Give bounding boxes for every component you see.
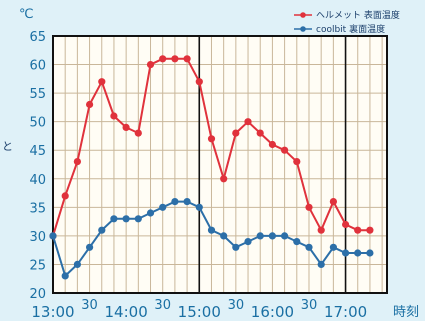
data-point-helmet: [244, 118, 252, 126]
y-tick-label: 20: [29, 287, 46, 302]
data-point-coolbit: [268, 232, 276, 240]
data-point-helmet: [86, 100, 94, 109]
data-point-helmet: [207, 135, 216, 143]
data-point-coolbit: [207, 226, 216, 234]
x-tick-label: 17:00: [324, 303, 367, 321]
data-point-helmet: [110, 112, 118, 120]
x-tick-label: 15:00: [178, 303, 221, 321]
horizontal-gridlines: [53, 64, 387, 265]
y-tick-label: 25: [29, 258, 46, 273]
data-point-helmet: [366, 226, 374, 234]
x-tick-label: 13:00: [31, 303, 74, 321]
data-point-coolbit: [183, 198, 191, 206]
x-tick-label: 14:00: [105, 303, 148, 321]
data-point-helmet: [122, 123, 130, 131]
data-point-coolbit: [232, 243, 240, 251]
data-point-helmet: [317, 226, 325, 234]
data-point-coolbit: [281, 232, 289, 240]
y-unit-label: ℃: [19, 7, 34, 22]
edge-mark-text: と: [2, 140, 13, 153]
data-point-coolbit: [61, 272, 69, 280]
data-point-coolbit: [244, 238, 252, 246]
plot-frame: [52, 35, 388, 294]
legend: ヘルメット 表面温度 coolbit 裏面温度: [294, 9, 400, 35]
data-point-helmet: [329, 198, 337, 206]
series-points: [49, 55, 374, 280]
data-point-helmet: [256, 129, 264, 137]
data-point-coolbit: [317, 260, 325, 268]
y-tick-label: 65: [29, 30, 46, 45]
data-point-helmet: [232, 129, 240, 137]
data-point-coolbit: [305, 243, 313, 251]
x-tick-label: 30: [154, 298, 171, 313]
data-point-helmet: [61, 192, 69, 200]
data-point-coolbit: [293, 238, 301, 246]
y-tick-label: 50: [29, 116, 46, 131]
data-point-coolbit: [86, 243, 94, 251]
data-point-helmet: [268, 140, 276, 149]
data-point-coolbit: [122, 215, 130, 223]
data-point-helmet: [134, 129, 142, 137]
y-tick-label: 35: [29, 201, 46, 216]
data-point-helmet: [281, 146, 289, 154]
y-tick-label: 40: [29, 173, 46, 188]
data-point-helmet: [195, 78, 203, 86]
x-tick-label: 30: [228, 298, 245, 313]
y-tick-label: 60: [29, 59, 46, 74]
data-point-helmet: [220, 175, 228, 183]
data-point-coolbit: [256, 232, 264, 240]
data-point-helmet: [171, 55, 179, 63]
legend-red-dot: [300, 12, 306, 18]
data-point-helmet: [73, 158, 81, 166]
data-point-helmet: [98, 78, 106, 86]
x-axis-ticks: 13:00 30 14:00 30 15:00 30 16:00 30 17:00: [31, 298, 367, 321]
x-unit-label: 時刻: [393, 305, 419, 320]
y-tick-label: 30: [29, 230, 46, 245]
data-point-coolbit: [220, 232, 228, 240]
data-point-helmet: [354, 226, 362, 234]
x-tick-label: 16:00: [251, 303, 294, 321]
data-point-helmet: [342, 220, 350, 229]
data-point-helmet: [146, 61, 155, 69]
data-point-coolbit: [73, 260, 81, 268]
x-tick-label: 30: [301, 298, 318, 313]
legend-blue-label: coolbit 裏面温度: [316, 23, 385, 35]
x-tick-label: 30: [81, 298, 98, 313]
y-tick-label: 45: [29, 144, 46, 159]
legend-red-label: ヘルメット 表面温度: [316, 9, 400, 21]
data-point-coolbit: [329, 243, 337, 251]
data-point-coolbit: [98, 226, 106, 234]
y-tick-label: 55: [29, 87, 46, 102]
y-axis-ticks: 20 25 30 35 40 45 50 55 60 65: [29, 30, 46, 302]
data-point-coolbit: [195, 203, 203, 211]
data-point-helmet: [183, 55, 191, 63]
data-point-helmet: [159, 55, 167, 63]
data-point-coolbit: [49, 232, 57, 240]
data-point-helmet: [293, 158, 301, 166]
data-point-coolbit: [134, 215, 142, 223]
data-point-helmet: [305, 203, 313, 211]
data-point-coolbit: [159, 203, 167, 211]
data-point-coolbit: [110, 215, 118, 223]
data-point-coolbit: [366, 249, 374, 257]
data-point-coolbit: [354, 249, 362, 257]
data-point-coolbit: [342, 249, 350, 257]
legend-blue-dot: [300, 26, 306, 32]
data-point-coolbit: [171, 198, 179, 206]
data-point-coolbit: [146, 209, 155, 217]
